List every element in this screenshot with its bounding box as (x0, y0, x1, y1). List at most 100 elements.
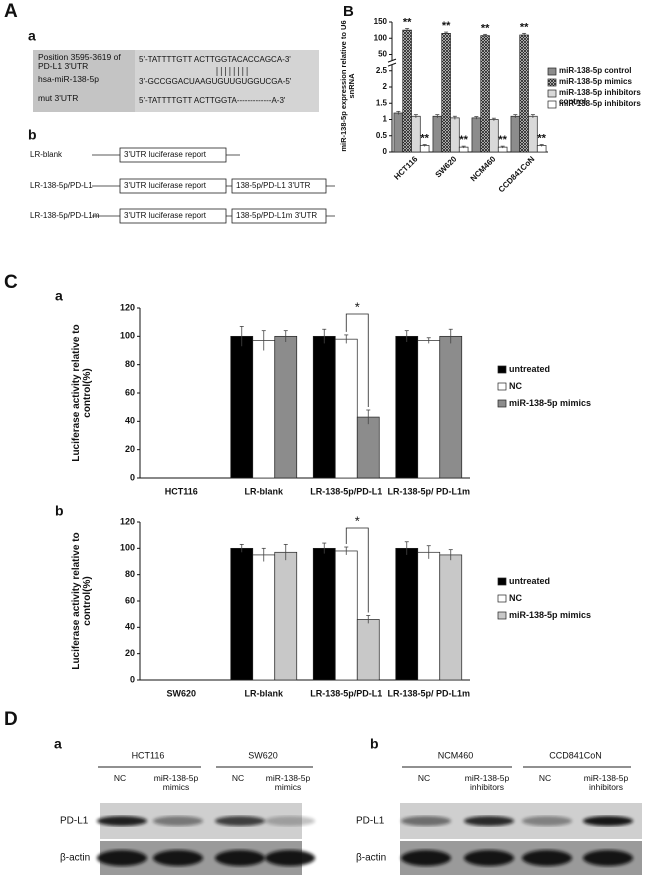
x-tick-label: LR-138-5p/PD-L1 (310, 486, 382, 496)
blot-row-label: PD-L1 (60, 816, 89, 827)
x-tick-label: SW620 (166, 688, 196, 698)
bar (334, 550, 358, 681)
significance-bracket (345, 527, 369, 613)
bar (441, 33, 451, 153)
legend-label: miR-138-5p mimics (509, 399, 592, 408)
legend-label: miR-138-5p mimics (559, 78, 632, 86)
bar (274, 551, 298, 681)
lane-label-box: miR-138-5p mimics (265, 774, 311, 793)
y-tick-label: 60 (125, 387, 135, 397)
y-tick-label: 0 (130, 674, 135, 684)
x-tick-label: SW620 (433, 154, 458, 179)
bar (432, 115, 443, 153)
x-tick-label: LR-blank (244, 688, 283, 698)
construct-name: LR-138-5p/PD-L1m (30, 211, 100, 220)
y-tick-label: 150 (374, 17, 388, 26)
construct-box (231, 208, 327, 224)
sub-label: a (54, 736, 62, 752)
legend-label-box: miR-138-5p mimics (559, 78, 632, 86)
bar (252, 554, 276, 681)
lane-label: miR-138-5p mimics (265, 774, 311, 793)
significance-label: ** (520, 21, 529, 33)
y-tick-label: 0 (383, 147, 388, 156)
bar (519, 34, 529, 153)
significance-label: ** (459, 134, 468, 146)
construct-box-label: 138-5p/PD-L1m 3'UTR (236, 211, 317, 220)
blot-row-label: β-actin (60, 853, 90, 864)
sub-label: b (370, 736, 379, 752)
lane-label-box: NC (232, 774, 244, 783)
cell-line-label: CCD841CoN (549, 750, 602, 760)
y-axis-title-box: Luciferase activity relative to control(… (71, 532, 93, 669)
panel-label: D (4, 709, 18, 730)
axis-break-gap (388, 60, 396, 65)
lane-label-box: NC (114, 774, 126, 783)
y-tick-label: 80 (125, 569, 135, 579)
construct-name: LR-138-5p/PD-L1 (30, 181, 93, 190)
bar (510, 115, 521, 153)
bar (274, 335, 298, 479)
row-label: mut 3'UTR (38, 94, 79, 103)
bar (312, 547, 336, 681)
y-axis-title: Luciferase activity relative to control(… (71, 324, 93, 462)
bar (230, 547, 254, 681)
row-label-box: Position 3595-3619 of PD-L1 3'UTR (38, 53, 121, 72)
legend-label-box: miR-138-5p mimics (509, 611, 591, 620)
y-tick-label: 40 (125, 416, 135, 426)
x-tick-label: LR-blank (244, 486, 283, 496)
blot-band (522, 816, 572, 826)
bar (471, 117, 482, 153)
legend-swatch (497, 382, 507, 391)
cell-line-label: HCT116 (132, 750, 165, 760)
y-tick-label: 100 (120, 331, 135, 341)
significance-label: ** (442, 20, 451, 32)
construct-box (119, 208, 227, 224)
legend-label-box: untreated (509, 577, 550, 586)
cell-line-label: NCM460 (438, 750, 474, 760)
y-tick-label: 20 (125, 444, 135, 454)
blot-band (153, 850, 203, 866)
legend-label-box: miR-138-5p inhibitors control (559, 89, 641, 106)
lane-label-box: NC (539, 774, 551, 783)
row-label: Position 3595-3619 of PD-L1 3'UTR (38, 53, 121, 72)
legend-swatch (547, 89, 557, 98)
sub-label: a (28, 28, 36, 44)
legend-swatch (547, 67, 557, 76)
legend-swatch (547, 78, 557, 87)
legend-label: miR-138-5p control (559, 67, 632, 75)
bar (450, 117, 460, 153)
y-tick-label: 1.5 (376, 98, 388, 107)
construct-name: LR-blank (30, 150, 63, 159)
blot-band (265, 850, 315, 866)
significance-label: ** (403, 16, 412, 28)
x-tick-label: HCT116 (165, 486, 198, 496)
legend-swatch (497, 399, 507, 408)
lane-label: miR-138-5p inhibitors (583, 774, 629, 793)
blot-band (215, 850, 265, 866)
lane-label-box: miR-138-5p inhibitors (583, 774, 629, 793)
blot-row-label: β-actin (356, 853, 386, 864)
lane-label-box: miR-138-5p inhibitors (464, 774, 510, 793)
y-tick-label: 20 (125, 648, 135, 658)
bar (356, 619, 380, 681)
significance-label: * (355, 513, 360, 528)
bar (402, 29, 412, 153)
blot-band (522, 850, 572, 866)
blot-band (401, 816, 451, 826)
y-tick-label: 50 (378, 50, 387, 59)
legend-label-box: NC (509, 594, 522, 603)
legend-label: NC (509, 382, 522, 391)
legend-swatch (497, 611, 507, 620)
construct-box-label: 3'UTR luciferase report (124, 150, 207, 159)
y-tick-label: 100 (120, 543, 135, 553)
blot-band (464, 850, 514, 866)
cell-line-label: SW620 (248, 750, 278, 760)
y-axis-title-box: Luciferase activity relative to control(… (71, 324, 93, 462)
y-axis-title: miR-138-5p expression relative to U6 snR… (340, 20, 357, 152)
panel-label: B (343, 3, 354, 20)
lane-label: miR-138-5p inhibitors (464, 774, 510, 793)
significance-bracket (345, 313, 369, 407)
blot-band (583, 850, 633, 866)
bar (489, 119, 499, 153)
blot-band (97, 850, 147, 866)
